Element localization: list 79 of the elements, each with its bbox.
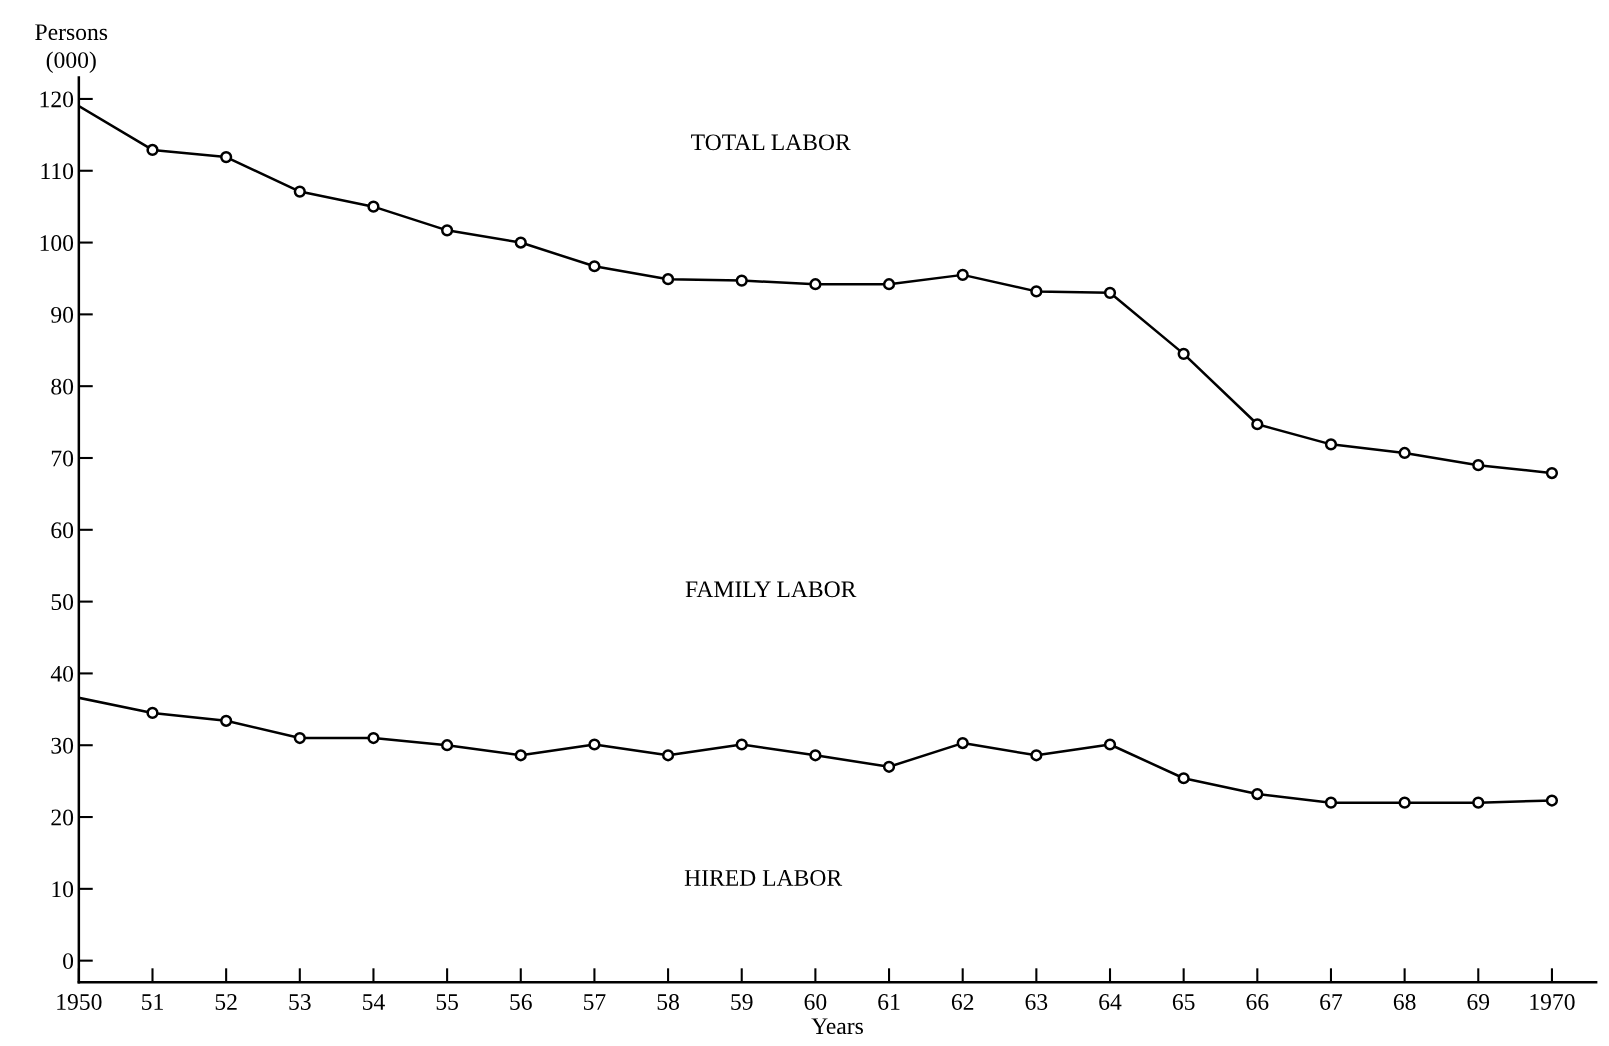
- point: [661, 273, 675, 286]
- y-tick-label: 60: [51, 522, 74, 539]
- point: [367, 200, 380, 213]
- point: [146, 706, 159, 720]
- x-tick-label: 65: [1172, 994, 1195, 1010]
- point: [588, 738, 601, 751]
- point: [220, 151, 233, 164]
- point: [1177, 772, 1190, 785]
- y-axis-title: Persons (000): [35, 24, 108, 73]
- x-tick-label: 1970: [1530, 993, 1575, 1010]
- y-tick-label: 80: [51, 378, 74, 395]
- point: [882, 760, 896, 773]
- y-tick-label: 30: [51, 737, 74, 754]
- y-tick-label: 90: [51, 306, 74, 323]
- point: [735, 274, 748, 287]
- point: [809, 278, 822, 291]
- x-tick-label: 66: [1246, 994, 1269, 1010]
- point: [882, 278, 896, 291]
- point: [1545, 466, 1559, 480]
- x-tick-label: 56: [510, 994, 532, 1010]
- point: [956, 736, 969, 750]
- point: [1251, 787, 1264, 801]
- point: [809, 749, 822, 762]
- point: [1545, 794, 1559, 807]
- point: [1103, 286, 1117, 299]
- point: [1398, 796, 1411, 809]
- x-tick-label: 52: [215, 994, 237, 1010]
- annotation: FAMILY LABOR: [685, 581, 857, 598]
- x-tick-label: 64: [1099, 994, 1122, 1010]
- point: [514, 236, 527, 249]
- point: [1177, 347, 1190, 360]
- point: [956, 268, 969, 281]
- point: [1472, 459, 1485, 472]
- x-axis-title: Years: [811, 1018, 863, 1035]
- x-tick-label: 60: [804, 993, 827, 1010]
- point: [293, 185, 306, 198]
- point: [146, 143, 159, 157]
- x-tick-label: 1950: [57, 993, 102, 1010]
- point: [588, 260, 601, 273]
- y-tick-label: 10: [52, 881, 74, 898]
- y-tick-label: 100: [40, 235, 74, 251]
- y-tick-label: 0: [63, 953, 74, 970]
- point: [1030, 285, 1043, 298]
- point: [1472, 796, 1485, 809]
- x-tick-label: 63: [1025, 994, 1048, 1010]
- point: [441, 224, 454, 237]
- point: [1324, 796, 1338, 809]
- x-tick-label: 69: [1467, 994, 1490, 1010]
- point: [1324, 438, 1338, 451]
- point: [1103, 738, 1117, 751]
- x-tick-label: 53: [289, 994, 311, 1010]
- annotation: HIRED LABOR: [684, 870, 843, 886]
- x-tick-label: 61: [878, 994, 900, 1010]
- point: [441, 739, 454, 752]
- point: [1251, 418, 1264, 431]
- y-tick-label: 110: [41, 163, 74, 180]
- point: [220, 714, 233, 727]
- point: [661, 749, 675, 762]
- point: [514, 749, 527, 762]
- x-tick-label: 62: [951, 994, 974, 1010]
- point: [735, 738, 748, 751]
- point: [293, 731, 306, 745]
- y-tick-label: 20: [51, 809, 74, 826]
- x-tick-label: 67: [1320, 994, 1343, 1010]
- point: [1030, 749, 1043, 762]
- x-tick-label: 54: [363, 994, 385, 1010]
- point: [1398, 446, 1411, 460]
- x-tick-label: 59: [731, 994, 753, 1010]
- y-tick-label: 120: [40, 91, 74, 108]
- y-tick-label: 50: [51, 594, 74, 611]
- x-tick-label: 55: [436, 994, 458, 1010]
- x-tick-label: 68: [1393, 993, 1416, 1010]
- x-tick-label: 58: [657, 993, 679, 1010]
- y-tick-label: 70: [51, 450, 74, 467]
- y-tick-label: 40: [50, 665, 74, 682]
- x-tick-label: 51: [142, 994, 163, 1010]
- annotation: TOTAL LABOR: [691, 134, 851, 151]
- point: [367, 731, 380, 745]
- x-tick-label: 57: [583, 994, 606, 1010]
